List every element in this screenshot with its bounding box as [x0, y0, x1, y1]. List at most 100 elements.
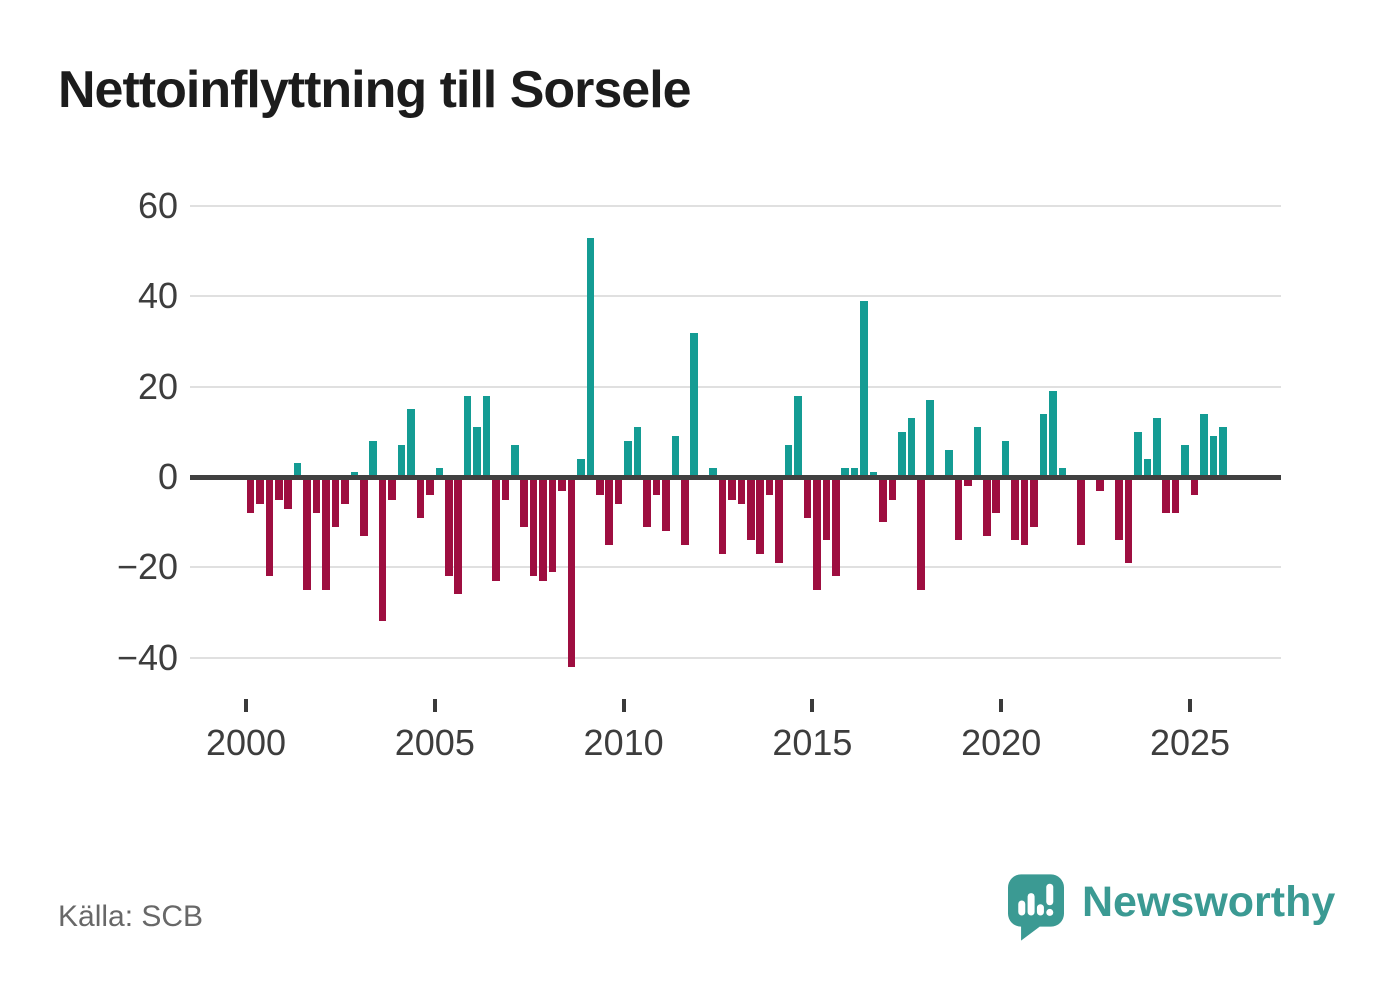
bar-2000-K2: [256, 477, 264, 505]
bar-2019-K2: [973, 427, 982, 477]
bar-2023-K4: [1143, 458, 1152, 477]
bar-2001-K3: [303, 477, 311, 590]
y-tick-label-0: 0: [157, 456, 178, 497]
x-tick-label-2025: 2025: [1149, 722, 1231, 763]
bar-2012-K3: [718, 477, 727, 554]
newsworthy-logo-text: Newsworthy: [1082, 878, 1336, 926]
bar-2021-K3: [1058, 467, 1067, 477]
bar-2003-K1: [359, 477, 368, 536]
bar-2024-K3: [1171, 477, 1180, 514]
bar-2016-K1: [850, 467, 859, 477]
newsworthy-logo: Newsworthy: [1008, 874, 1335, 947]
chart-title: Nettoinflyttning till Sorsele: [58, 61, 692, 119]
x-tick-label-2015: 2015: [772, 722, 853, 763]
bar-2013-K4: [765, 477, 774, 496]
bar-2008-K4: [577, 458, 585, 477]
gridline-y-20: [190, 385, 1281, 388]
bar-2001-K1: [284, 477, 293, 509]
bar-2011-K4: [690, 332, 698, 477]
bar-2009-K1: [586, 237, 595, 477]
bar-2006-K3: [492, 477, 500, 581]
x-tick-label-2010: 2010: [583, 722, 664, 763]
x-tick-label-2020: 2020: [961, 722, 1042, 763]
bar-2023-K1: [1115, 477, 1123, 541]
y-tick-label-60: 60: [137, 185, 178, 227]
bar-2019-K3: [983, 477, 991, 536]
x-tick-label-2000: 2000: [205, 722, 287, 763]
bar-2003-K3: [378, 477, 387, 622]
bar-2002-K2: [331, 477, 340, 527]
x-tick-mark-2005: [432, 699, 437, 712]
gridline-y--20: [190, 566, 1281, 569]
bar-2004-K2: [407, 409, 415, 477]
bar-2010-K1: [624, 440, 632, 477]
bar-2001-K4: [312, 477, 321, 514]
bar-2024-K4: [1181, 445, 1189, 477]
bar-2005-K2: [444, 477, 453, 577]
bar-2012-K2: [709, 467, 717, 477]
gridline-y--40: [190, 656, 1281, 659]
bar-2014-K2: [784, 445, 793, 477]
bar-2015-K3: [831, 477, 840, 577]
bar-2004-K1: [397, 445, 406, 477]
x-tick-mark-2010: [621, 699, 626, 712]
bar-2012-K4: [728, 477, 736, 500]
y-tick-label-20: 20: [137, 365, 178, 407]
bar-2006-K2: [482, 395, 491, 477]
bar-2022-K3: [1096, 477, 1104, 491]
bar-2005-K1: [435, 467, 444, 477]
zero-axis-line: [190, 474, 1281, 480]
bar-2000-K3: [265, 477, 274, 577]
bar-2014-K3: [794, 395, 802, 477]
bar-2014-K1: [775, 477, 783, 563]
bar-2025-K4: [1219, 427, 1227, 477]
bar-2020-K3: [1020, 477, 1029, 545]
bar-2009-K4: [614, 477, 623, 505]
bar-2007-K4: [539, 477, 547, 581]
bar-2000-K4: [275, 477, 283, 500]
gridline-y-60: [190, 205, 1281, 208]
x-tick-mark-2025: [1188, 699, 1192, 712]
bar-2006-K4: [501, 477, 510, 500]
bar-2002-K3: [341, 477, 349, 505]
x-tick-mark-2020: [999, 699, 1004, 712]
bar-2004-K3: [416, 477, 425, 518]
bar-2015-K1: [813, 477, 821, 590]
bar-2024-K1: [1152, 418, 1161, 477]
bar-2019-K1: [964, 477, 972, 487]
gridline-y-40: [190, 295, 1281, 298]
bar-2018-K4: [954, 477, 963, 541]
bar-2016-K4: [879, 477, 887, 523]
bar-2013-K3: [756, 477, 765, 554]
bar-2002-K1: [322, 477, 330, 590]
bar-2020-K1: [1001, 440, 1010, 477]
bar-2024-K2: [1162, 477, 1170, 514]
source-label: Källa: SCB: [58, 900, 204, 933]
bar-2022-K1: [1077, 477, 1085, 545]
bar-2008-K3: [567, 477, 576, 667]
y-tick-label--40: −40: [116, 636, 178, 678]
bar-2008-K1: [548, 477, 557, 572]
y-tick-label--20: −20: [116, 546, 178, 588]
bar-2001-K2: [293, 463, 302, 477]
bar-2004-K4: [426, 477, 434, 496]
bar-2013-K1: [737, 477, 746, 505]
bar-2015-K4: [841, 467, 849, 477]
bar-2008-K2: [558, 477, 566, 491]
bar-2009-K3: [605, 477, 613, 545]
newsworthy-logo-icon: [1008, 874, 1064, 947]
bar-2010-K3: [643, 477, 651, 527]
bar-2019-K4: [992, 477, 1001, 514]
bar-2021-K1: [1039, 413, 1048, 477]
bar-2003-K4: [388, 477, 396, 500]
bar-2017-K4: [916, 477, 925, 590]
bar-2020-K2: [1011, 477, 1019, 541]
bar-2005-K4: [463, 395, 472, 477]
y-tick-label-40: 40: [137, 275, 178, 317]
bar-2023-K2: [1124, 477, 1133, 563]
bar-2025-K2: [1200, 413, 1208, 477]
bar-2021-K2: [1049, 391, 1057, 477]
bar-2007-K1: [511, 445, 519, 477]
x-tick-mark-2000: [244, 699, 248, 712]
